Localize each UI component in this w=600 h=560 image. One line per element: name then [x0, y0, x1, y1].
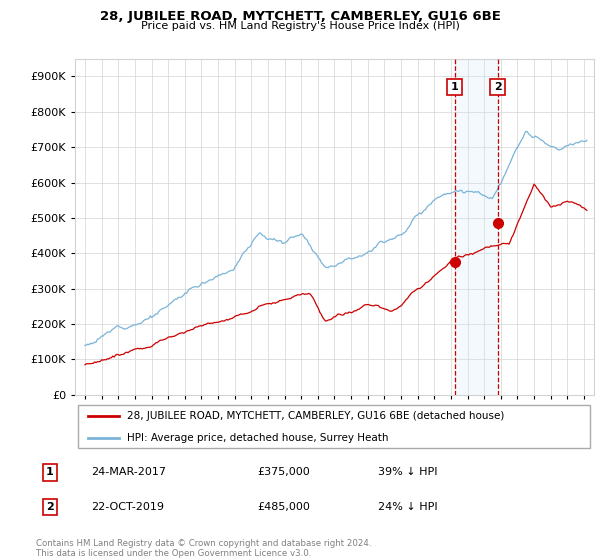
- Text: 39% ↓ HPI: 39% ↓ HPI: [378, 468, 438, 478]
- Text: Price paid vs. HM Land Registry's House Price Index (HPI): Price paid vs. HM Land Registry's House …: [140, 21, 460, 31]
- Text: 2: 2: [494, 82, 502, 92]
- Text: 2: 2: [46, 502, 53, 512]
- Text: 24-MAR-2017: 24-MAR-2017: [91, 468, 166, 478]
- Text: 28, JUBILEE ROAD, MYTCHETT, CAMBERLEY, GU16 6BE (detached house): 28, JUBILEE ROAD, MYTCHETT, CAMBERLEY, G…: [127, 411, 504, 421]
- Text: 22-OCT-2019: 22-OCT-2019: [91, 502, 164, 512]
- Text: HPI: Average price, detached house, Surrey Heath: HPI: Average price, detached house, Surr…: [127, 433, 388, 443]
- Text: £375,000: £375,000: [257, 468, 310, 478]
- Text: 1: 1: [451, 82, 458, 92]
- Text: £485,000: £485,000: [257, 502, 310, 512]
- Text: Contains HM Land Registry data © Crown copyright and database right 2024.
This d: Contains HM Land Registry data © Crown c…: [36, 539, 371, 558]
- Bar: [455, 59, 497, 395]
- Text: 1: 1: [46, 468, 53, 478]
- Text: 28, JUBILEE ROAD, MYTCHETT, CAMBERLEY, GU16 6BE: 28, JUBILEE ROAD, MYTCHETT, CAMBERLEY, G…: [100, 10, 500, 23]
- Text: 24% ↓ HPI: 24% ↓ HPI: [378, 502, 438, 512]
